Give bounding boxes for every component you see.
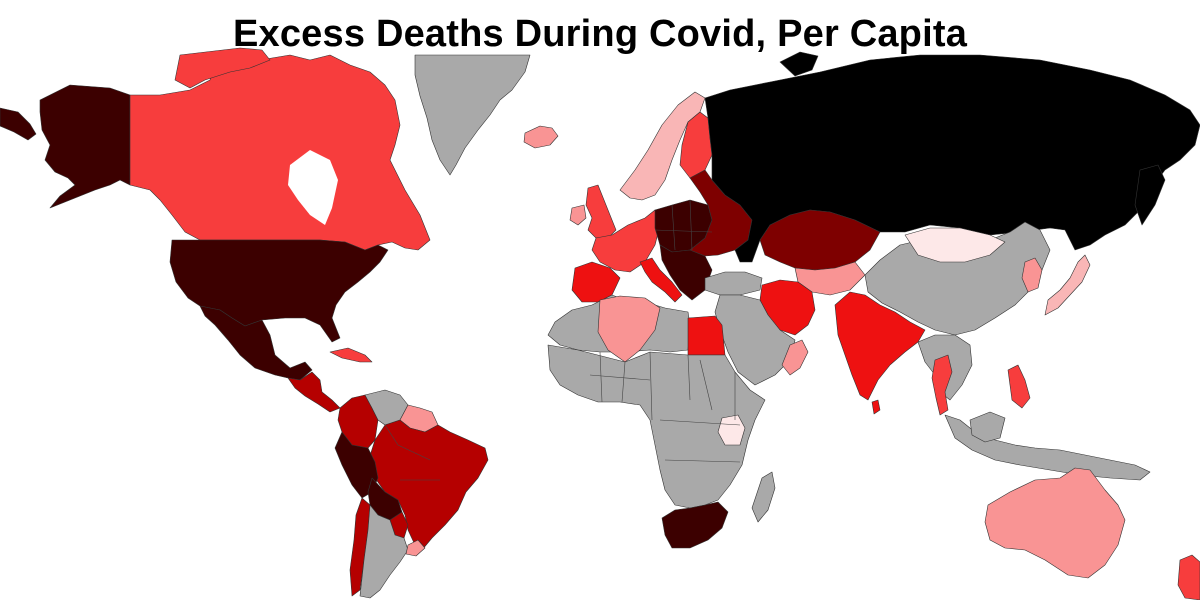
region-algeria	[597, 295, 661, 363]
region-argentina	[359, 504, 409, 599]
region-korea	[1021, 257, 1043, 293]
region-ireland	[569, 204, 587, 226]
region-japan	[1044, 254, 1091, 316]
region-egypt	[687, 315, 726, 356]
region-oman	[781, 339, 809, 376]
region-indonesia	[944, 414, 1151, 481]
border-lines-africa	[589, 351, 741, 463]
region-philippines	[1007, 364, 1031, 409]
region-usa	[169, 239, 389, 343]
region-central-america	[287, 371, 341, 413]
region-greenland	[414, 54, 531, 176]
region-india	[834, 291, 926, 401]
region-kazakhstan	[759, 209, 881, 271]
region-new-zealand	[1177, 554, 1200, 600]
region-australia	[984, 467, 1126, 579]
region-borneo	[969, 411, 1006, 443]
region-alaska-aleutians	[0, 107, 37, 141]
region-russia-arctic	[779, 51, 819, 77]
region-alaska	[39, 84, 131, 209]
region-mexico	[199, 305, 313, 381]
region-uk	[585, 184, 617, 239]
map-title: Excess Deaths During Covid, Per Capita	[233, 13, 968, 55]
border-lines-europe	[654, 199, 713, 251]
region-finland	[679, 111, 713, 179]
region-subsaharan-africa	[547, 344, 766, 509]
region-turkey	[704, 271, 763, 296]
border-lines-south-america	[384, 424, 440, 481]
region-south-africa	[661, 501, 729, 549]
region-kenya	[717, 414, 746, 446]
region-mongolia	[904, 227, 1006, 263]
region-uruguay	[405, 539, 426, 557]
region-thailand	[931, 354, 953, 416]
region-italy	[639, 257, 683, 303]
region-sri-lanka	[871, 399, 881, 415]
region-iceland	[523, 125, 559, 149]
region-west-europe	[591, 209, 661, 273]
region-madagascar	[751, 471, 776, 523]
region-canada-islands	[174, 47, 271, 89]
region-cuba	[329, 347, 373, 363]
region-russia-kamchatka	[1134, 164, 1166, 226]
region-canada	[129, 54, 431, 251]
